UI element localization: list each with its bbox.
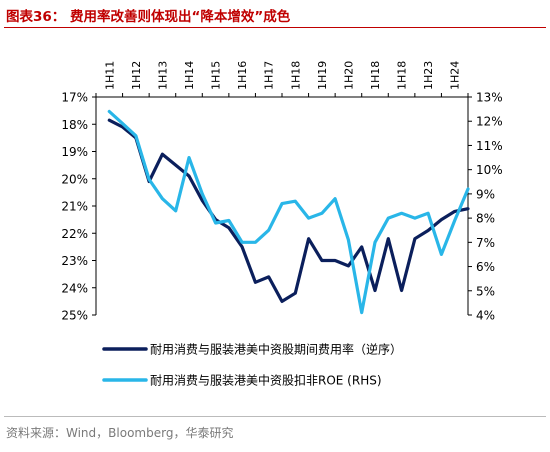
right-tick-label: 12%: [476, 115, 503, 129]
legend-label-1: 耐用消费与服装港美中资股期间费用率（逆序）: [150, 342, 402, 357]
x-tick-label: 1H18: [289, 61, 302, 90]
source-note: 资料来源：Wind，Bloomberg，华泰研究: [6, 426, 234, 440]
right-tick-label: 5%: [476, 284, 495, 298]
x-tick-label: 1H12: [130, 61, 143, 90]
x-tick-label: 1H23: [422, 61, 435, 90]
series-line-1: [107, 118, 470, 303]
x-tick-label: 1H18: [369, 61, 382, 90]
series-lines: [107, 109, 470, 315]
left-tick-label: 25%: [61, 309, 88, 323]
left-tick-label: 17%: [61, 91, 88, 105]
title-rule: [4, 27, 546, 28]
x-tick-label: 1H20: [342, 61, 355, 90]
x-tick-label: 1H14: [183, 61, 196, 90]
x-tick-label: 1H16: [236, 61, 249, 90]
figure-title: 图表36： 费用率改善则体现出“降本增效”成色: [6, 9, 291, 25]
right-tick-label: 7%: [476, 236, 495, 250]
left-tick-label: 18%: [61, 118, 88, 132]
right-tick-label: 4%: [476, 309, 495, 323]
source-rule: [4, 416, 546, 417]
left-tick-label: 20%: [61, 172, 88, 186]
right-tick-label: 8%: [476, 212, 495, 226]
legend-label-2: 耐用消费与服装港美中资股扣非ROE (RHS): [150, 373, 382, 388]
right-tick-label: 11%: [476, 139, 503, 153]
right-tick-label: 9%: [476, 187, 495, 201]
x-tick-label: 1H13: [156, 61, 169, 90]
left-tick-label: 19%: [61, 145, 88, 159]
axes: 17% 18% 19% 20% 21% 22% 23% 24% 25% 13% 12% 11% 10% 9…: [61, 61, 502, 323]
legend: 耐用消费与服装港美中资股期间费用率（逆序） 耐用消费与服装港美中资股扣非ROE (…: [102, 342, 402, 388]
left-tick-label: 22%: [61, 227, 88, 241]
x-tick-label: 1H19: [316, 61, 329, 90]
x-tick-label: 1H24: [449, 61, 462, 90]
right-tick-label: 6%: [476, 260, 495, 274]
x-tick-label: 1H18: [396, 61, 409, 90]
right-tick-label: 13%: [476, 91, 503, 105]
right-tick-label: 10%: [476, 163, 503, 177]
x-tick-label: 1H17: [263, 61, 276, 90]
left-tick-label: 24%: [61, 281, 88, 295]
x-tick-label: 1H15: [210, 61, 223, 90]
series-line-2: [107, 109, 470, 315]
left-tick-label: 23%: [61, 254, 88, 268]
x-tick-label: 1H11: [103, 61, 116, 90]
left-tick-label: 21%: [61, 200, 88, 214]
